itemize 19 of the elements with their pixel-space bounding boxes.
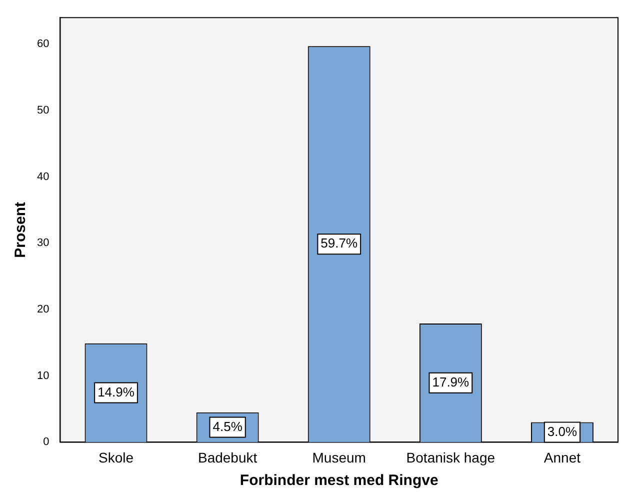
y-tick-label: 40 — [36, 170, 50, 183]
x-tick-label: Annet — [544, 449, 581, 466]
y-tick-label: 0 — [43, 436, 50, 448]
y-tick-label: 30 — [36, 237, 50, 250]
x-tick-label: Skole — [98, 449, 134, 466]
data-label: 3.0% — [547, 424, 578, 439]
x-axis-title: Forbinder mest med Ringve — [240, 472, 438, 490]
y-tick-label: 60 — [36, 38, 50, 50]
y-axis-title: Prosent — [12, 202, 30, 258]
data-label: 14.9% — [98, 384, 135, 400]
x-tick-label: Museum — [312, 449, 366, 466]
x-tick-label: Botanisk hage — [406, 449, 496, 466]
y-tick-label: 50 — [36, 104, 50, 117]
data-label: 4.5% — [212, 418, 243, 434]
y-tick-label: 20 — [36, 304, 50, 316]
data-label: 17.9% — [432, 374, 470, 390]
data-label: 59.7% — [320, 236, 358, 251]
x-tick-label: Badebukt — [198, 449, 258, 466]
y-tick-label: 10 — [36, 370, 50, 382]
